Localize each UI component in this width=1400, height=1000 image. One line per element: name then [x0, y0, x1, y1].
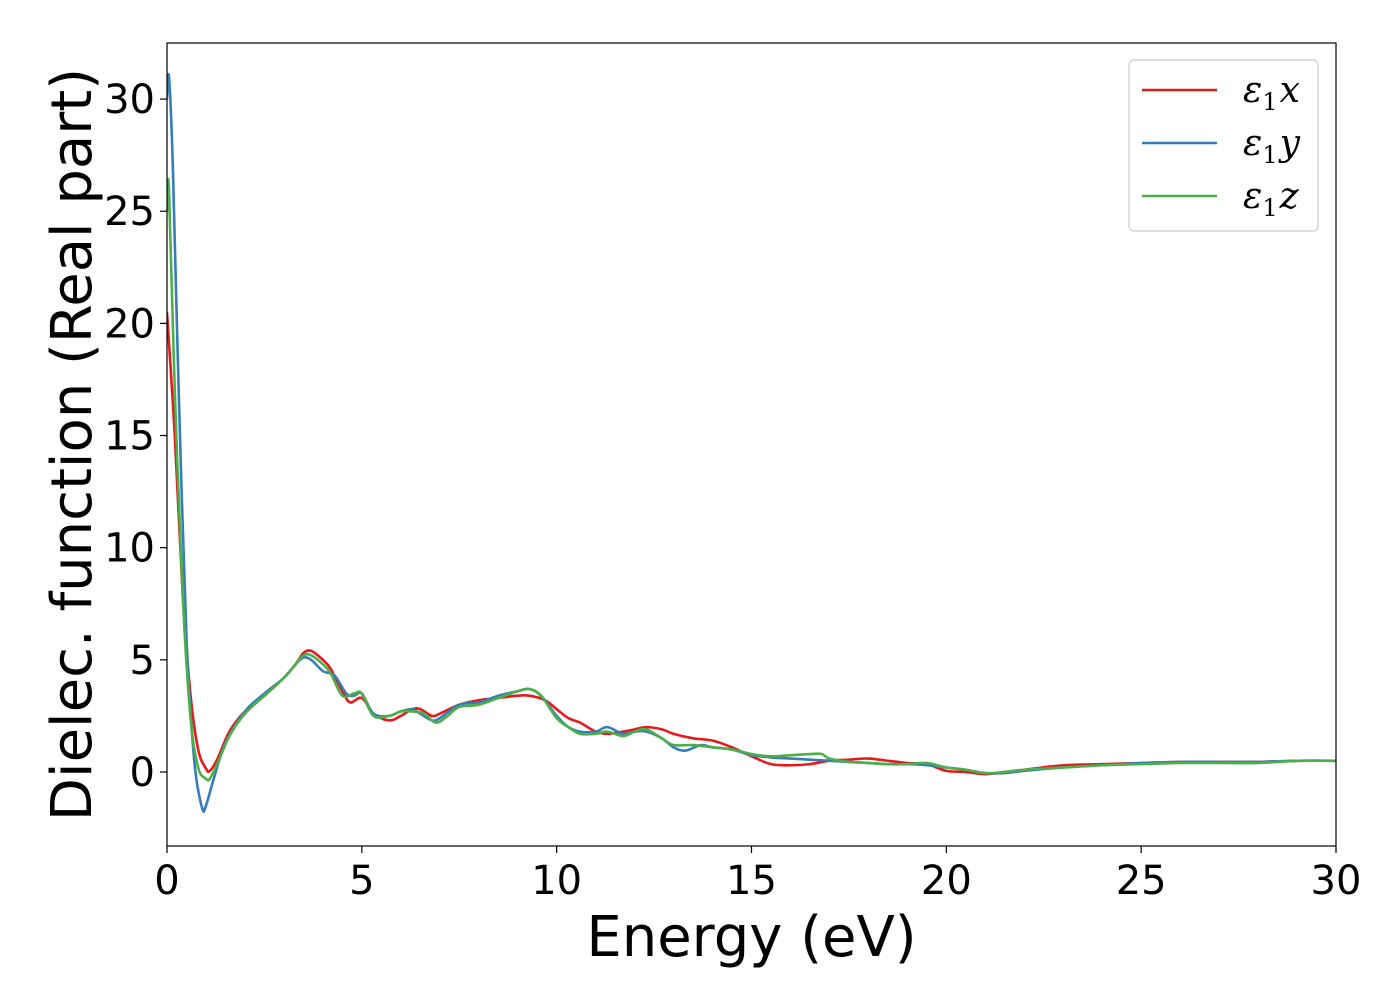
- x-tick-label: 10: [531, 858, 582, 904]
- legend-label-z: ε1z: [1243, 176, 1300, 222]
- x-tick-label: 20: [921, 858, 972, 904]
- y-tick-label: 30: [104, 77, 155, 123]
- series-lines: [167, 72, 1336, 814]
- y-axis-title: Dielec. function (Real part): [40, 68, 105, 821]
- x-tick-label: 0: [154, 858, 179, 904]
- x-tick-label: 25: [1116, 858, 1167, 904]
- axis-ticks: 0 5 10 15 20 25 30 0 5 10 15 20 25 30: [104, 77, 1361, 904]
- y-tick-label: 5: [130, 638, 155, 684]
- x-tick-label: 30: [1311, 858, 1362, 904]
- x-axis-title: Energy (eV): [586, 905, 916, 970]
- legend-label-x: ε1x: [1243, 70, 1300, 116]
- x-tick-label: 5: [349, 858, 374, 904]
- y-tick-label: 10: [104, 526, 155, 572]
- series-line-x: [167, 312, 1336, 776]
- y-tick-label: 15: [104, 414, 155, 460]
- legend-label-y: ε1y: [1243, 123, 1301, 169]
- legend-box: [1128, 59, 1319, 232]
- y-tick-label: 25: [104, 189, 155, 235]
- y-tick-label: 20: [104, 301, 155, 347]
- y-tick-label: 0: [130, 750, 155, 796]
- x-tick-label: 15: [726, 858, 777, 904]
- series-line-z: [167, 177, 1336, 782]
- legend: ε1x ε1y ε1z: [1128, 59, 1319, 232]
